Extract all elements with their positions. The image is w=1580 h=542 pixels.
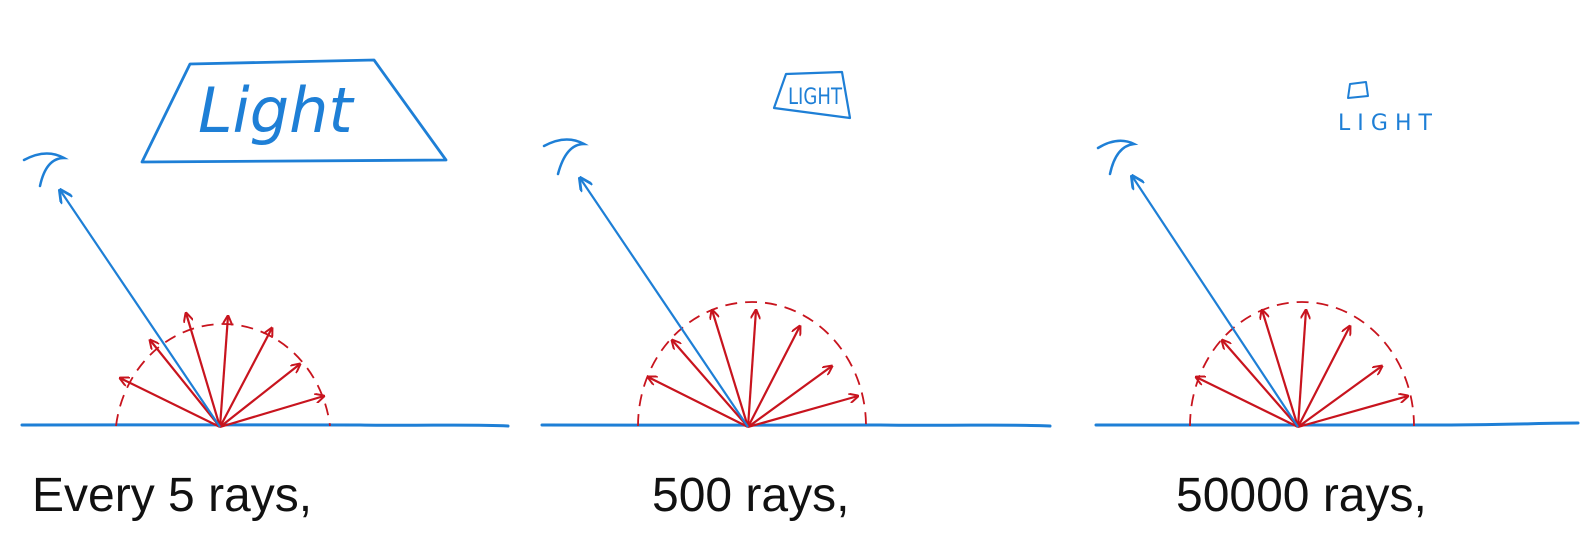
scatter-rays (648, 310, 858, 429)
eye-icon (542, 138, 589, 176)
ray-arrow (1297, 366, 1382, 428)
ground-line (540, 423, 1052, 428)
ray-arrow (1296, 310, 1306, 428)
ray-arrow (219, 396, 324, 429)
ray-arrow (186, 313, 222, 428)
ray-arrow (218, 316, 228, 428)
panel-1: Light (20, 58, 510, 429)
hemisphere-dashed (1189, 301, 1415, 427)
ray-arrow (219, 364, 300, 428)
ray-arrow (120, 378, 221, 428)
ray-arrow (150, 340, 221, 428)
ray-arrow (1262, 310, 1300, 428)
light-label: Light (198, 74, 355, 147)
eye-icon (22, 152, 69, 188)
eye-icon (1096, 139, 1139, 176)
light-source-icon (140, 58, 448, 164)
panel-2: LIGHT (540, 70, 1052, 429)
panel-caption: Every 5 rays, (32, 469, 313, 522)
light-source-icon (1347, 81, 1369, 99)
ray-arrow (712, 310, 750, 428)
ray-arrow (1196, 377, 1299, 428)
ground-line (20, 423, 510, 428)
scatter-rays (120, 313, 324, 429)
ray-arrow (747, 396, 858, 429)
ray-arrow (747, 326, 800, 428)
scatter-rays (1196, 310, 1408, 429)
ray-arrow (648, 377, 749, 428)
hemisphere-dashed (637, 301, 867, 427)
view-ray (1132, 176, 1299, 428)
light-label: LIGHT (1338, 111, 1433, 136)
ray-arrow (1297, 396, 1408, 429)
ray-arrow (747, 366, 832, 428)
light-source-icon (772, 70, 852, 120)
light-label: LIGHT (788, 85, 842, 110)
panel-3: LIGHT (1094, 81, 1580, 429)
ray-arrow (1222, 340, 1299, 428)
ray-arrow (672, 340, 749, 428)
ray-arrow (219, 328, 272, 428)
panel-caption: 500 rays, (652, 469, 850, 522)
ray-arrow (1297, 326, 1350, 428)
view-ray (580, 178, 749, 428)
ray-arrow (746, 310, 756, 428)
view-ray (60, 190, 221, 428)
ground-line (1094, 421, 1580, 427)
panel-caption: 50000 rays, (1176, 469, 1427, 522)
